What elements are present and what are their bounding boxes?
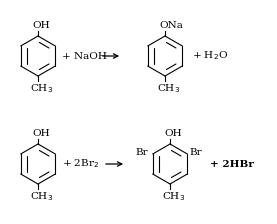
Text: + NaOH: + NaOH bbox=[62, 52, 107, 60]
Text: Br: Br bbox=[189, 147, 202, 157]
Text: Br: Br bbox=[136, 147, 148, 157]
Text: CH$_3$: CH$_3$ bbox=[30, 82, 53, 95]
Text: OH: OH bbox=[32, 21, 50, 30]
Text: CH$_3$: CH$_3$ bbox=[30, 190, 53, 203]
Text: OH: OH bbox=[32, 129, 50, 138]
Text: CH$_3$: CH$_3$ bbox=[157, 82, 180, 95]
Text: OH: OH bbox=[164, 129, 182, 138]
Text: + 2Br$_2$: + 2Br$_2$ bbox=[62, 158, 99, 170]
Text: + 2HBr: + 2HBr bbox=[210, 159, 254, 168]
Text: + H$_2$O: + H$_2$O bbox=[192, 50, 228, 62]
Text: ONa: ONa bbox=[159, 21, 183, 30]
Text: CH$_3$: CH$_3$ bbox=[162, 190, 185, 203]
